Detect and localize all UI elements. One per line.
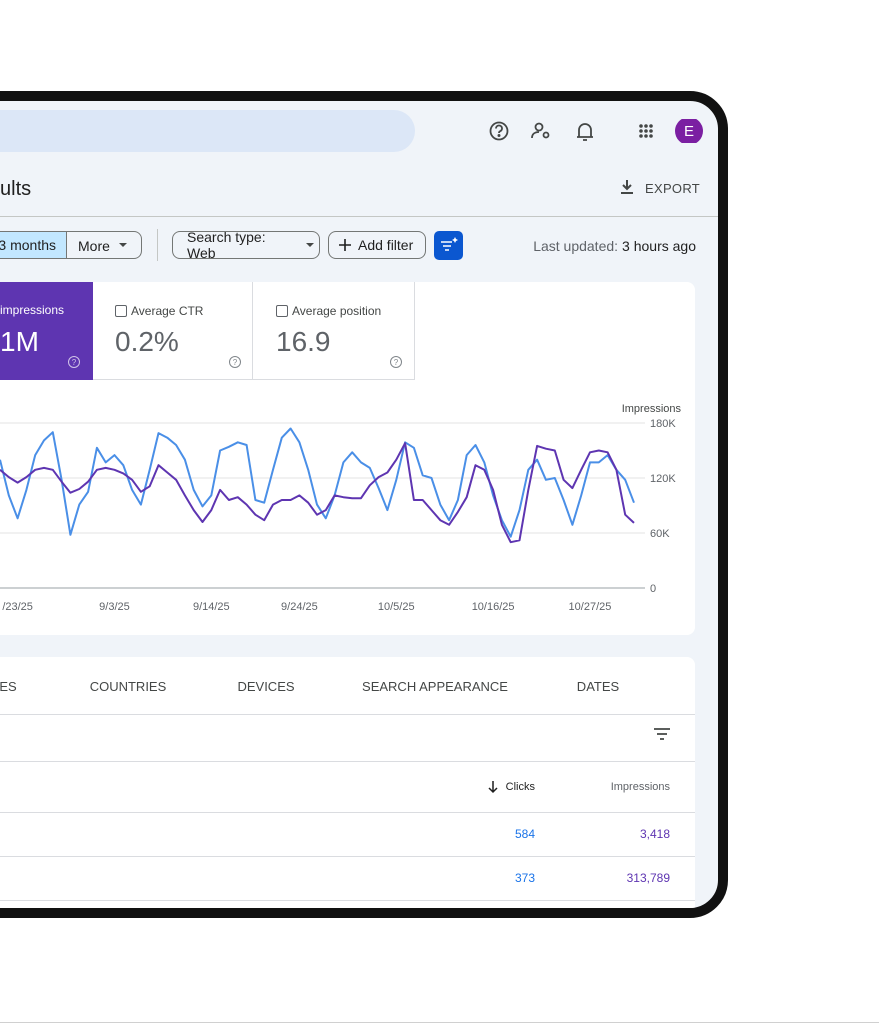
add-filter-chip[interactable]: Add filter (328, 231, 426, 259)
x-tick-label: 9/24/25 (281, 601, 318, 613)
divider (0, 812, 695, 813)
metric-value: 1M (0, 326, 39, 357)
x-tick-label: 10/27/25 (569, 601, 612, 613)
checkbox[interactable] (276, 305, 288, 317)
metric-label: Average position (292, 304, 382, 318)
metric-value: 0.2% (115, 326, 179, 357)
plus-icon (339, 239, 351, 251)
x-tick-label: 9/14/25 (193, 601, 230, 613)
y-tick-label: 120K (650, 473, 676, 485)
help-icon[interactable] (489, 121, 509, 141)
svg-text:?: ? (233, 358, 238, 367)
search-type-chip[interactable]: Search type: Web (172, 229, 320, 261)
tab[interactable]: DEVICES (237, 679, 295, 694)
svg-text:?: ? (72, 358, 77, 367)
tab[interactable]: COUNTRIES (89, 679, 167, 694)
y-tick-label: 60K (650, 528, 670, 540)
avatar[interactable] (675, 119, 703, 143)
help-icon[interactable]: ? (228, 355, 242, 369)
last-updated: Last updated: 3 hours ago (533, 238, 696, 254)
sort-arrow[interactable] (487, 780, 499, 794)
dropdown-arrow (305, 243, 314, 247)
metric-card-position[interactable] (253, 282, 415, 380)
clicks-cell: 373 (514, 871, 535, 885)
ai-filter-button[interactable] (434, 231, 463, 260)
impressions-cell: 3,418 (639, 827, 670, 841)
impressions-cell: 313,789 (626, 871, 670, 885)
chip-label: Add filter (358, 237, 414, 253)
line-chart: Impressions 0 60K 120K 180K/23/25 9/3/25 9/14… (0, 403, 682, 613)
metric-label: impressions (0, 303, 65, 317)
tab[interactable]: SEARCH APPEARANCE (362, 679, 508, 694)
y-tick-label: 0 (650, 583, 656, 595)
svg-text:?: ? (394, 358, 399, 367)
device-frame: E ults EXPORT 3 months More Search type:… (0, 91, 728, 918)
last-updated-value: 3 hours ago (622, 238, 696, 254)
metric-value: 16.9 (276, 326, 331, 357)
date-chip-group (0, 231, 142, 259)
last-updated-label: Last updated: (533, 238, 619, 254)
chip-label: Search type: Web (187, 229, 266, 261)
metric-card-ctr[interactable] (93, 282, 253, 380)
filter-rows-icon[interactable] (653, 727, 671, 741)
series-line (0, 427, 635, 538)
tab[interactable]: DATES (576, 679, 620, 694)
separator (157, 229, 158, 261)
avatar-letter: E (684, 123, 694, 140)
x-tick-label: /23/25 (2, 601, 33, 613)
apps-icon[interactable] (639, 124, 653, 138)
manage-users-icon[interactable] (531, 122, 550, 139)
screen: E ults EXPORT 3 months More Search type:… (0, 101, 718, 908)
export-icon[interactable] (618, 178, 636, 196)
metric-card-impressions[interactable] (0, 282, 93, 380)
column-header[interactable]: Impressions (610, 781, 670, 793)
help-icon[interactable]: ? (67, 355, 81, 369)
divider (0, 761, 695, 762)
date-range-chip[interactable]: 3 months (0, 232, 67, 258)
divider (0, 216, 718, 217)
bottom-rule (0, 1022, 879, 1023)
more-chip[interactable]: More (78, 238, 110, 254)
x-tick-label: 9/3/25 (99, 601, 130, 613)
help-icon[interactable]: ? (389, 355, 403, 369)
notifications-icon[interactable] (577, 123, 593, 141)
series-line (0, 442, 635, 544)
clicks-cell: 584 (514, 827, 535, 841)
divider (0, 900, 695, 901)
divider (0, 856, 695, 857)
y-tick-label: 180K (650, 418, 676, 430)
checkbox[interactable] (115, 305, 127, 317)
toolbar-icons: E (489, 119, 703, 143)
metric-label: Average CTR (131, 304, 204, 318)
column-header[interactable]: Clicks (505, 781, 535, 793)
x-tick-label: 10/5/25 (378, 601, 415, 613)
divider (0, 714, 695, 715)
x-tick-label: 10/16/25 (472, 601, 515, 613)
table-card (0, 657, 695, 908)
page-title: ults (0, 178, 32, 200)
tab[interactable]: ES (0, 679, 17, 694)
y-axis-title: Impressions (622, 403, 682, 415)
export-button[interactable]: EXPORT (645, 181, 701, 196)
search-bar[interactable] (0, 110, 415, 152)
dropdown-arrow (119, 243, 127, 247)
